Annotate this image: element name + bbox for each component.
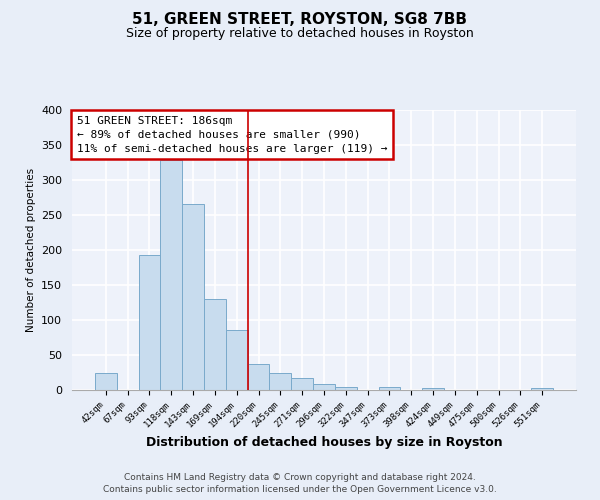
Bar <box>182 204 204 390</box>
Text: 51 GREEN STREET: 186sqm
← 89% of detached houses are smaller (990)
11% of semi-d: 51 GREEN STREET: 186sqm ← 89% of detache… <box>77 116 388 154</box>
Bar <box>248 364 269 390</box>
Bar <box>95 372 117 390</box>
Bar <box>379 387 400 390</box>
Bar <box>335 387 357 390</box>
Text: Size of property relative to detached houses in Royston: Size of property relative to detached ho… <box>126 28 474 40</box>
Text: Distribution of detached houses by size in Royston: Distribution of detached houses by size … <box>146 436 502 449</box>
Text: Contains public sector information licensed under the Open Government Licence v3: Contains public sector information licen… <box>103 485 497 494</box>
Bar <box>160 160 182 390</box>
Bar <box>422 388 444 390</box>
Text: Contains HM Land Registry data © Crown copyright and database right 2024.: Contains HM Land Registry data © Crown c… <box>124 472 476 482</box>
Bar <box>226 330 248 390</box>
Bar <box>291 378 313 390</box>
Bar <box>204 299 226 390</box>
Bar <box>531 388 553 390</box>
Bar <box>269 372 291 390</box>
Bar <box>313 384 335 390</box>
Text: 51, GREEN STREET, ROYSTON, SG8 7BB: 51, GREEN STREET, ROYSTON, SG8 7BB <box>133 12 467 28</box>
Y-axis label: Number of detached properties: Number of detached properties <box>26 168 35 332</box>
Bar <box>139 255 160 390</box>
